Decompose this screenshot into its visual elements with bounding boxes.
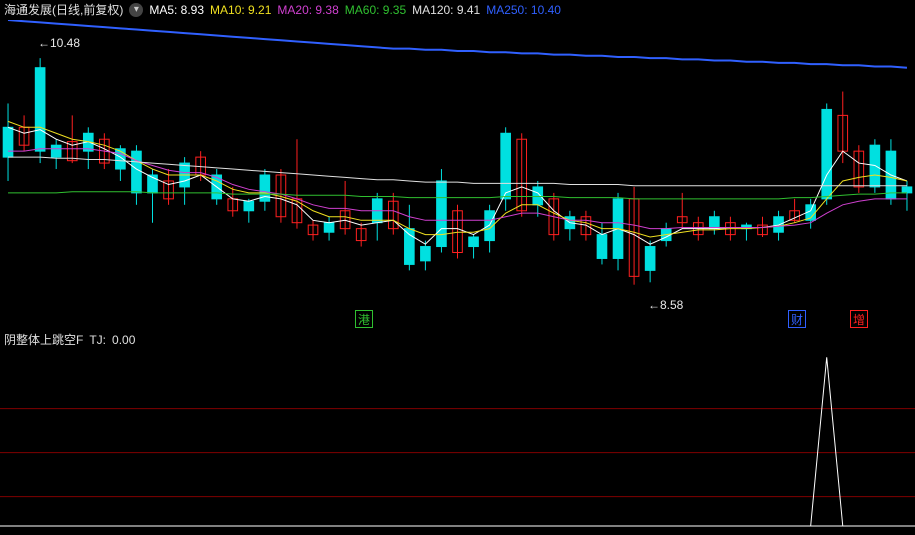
collapse-icon[interactable]: ▾ [129, 3, 143, 17]
indicator-value-label: TJ: [89, 332, 106, 348]
indicator-value: 0.00 [112, 332, 135, 348]
main-header: 海通发展(日线,前复权) ▾ MA5: 8.93 MA10: 9.21 MA20… [4, 2, 911, 18]
low-annotation: ←8.58 [648, 298, 683, 312]
ma20-label: MA20: 9.38 [277, 2, 338, 18]
ma10-label: MA10: 9.21 [210, 2, 271, 18]
indicator-title: 阴整体上跳空F [4, 332, 83, 348]
sub-header: 阴整体上跳空F TJ: 0.00 [4, 332, 135, 348]
main-chart[interactable]: ←10.48 ←8.58 港 财 增 [0, 20, 915, 330]
chart-root: 海通发展(日线,前复权) ▾ MA5: 8.93 MA10: 9.21 MA20… [0, 0, 915, 535]
sub-chart-svg [0, 348, 915, 534]
marker-gang[interactable]: 港 [355, 310, 373, 328]
ma60-label: MA60: 9.35 [345, 2, 406, 18]
ma5-label: MA5: 8.93 [149, 2, 204, 18]
marker-cai[interactable]: 财 [788, 310, 806, 328]
sub-chart[interactable] [0, 348, 915, 534]
ma250-label: MA250: 10.40 [486, 2, 561, 18]
main-chart-svg [0, 20, 915, 330]
stock-title: 海通发展(日线,前复权) [4, 2, 123, 18]
ma120-label: MA120: 9.41 [412, 2, 480, 18]
high-annotation: ←10.48 [38, 36, 80, 50]
marker-zeng[interactable]: 增 [850, 310, 868, 328]
